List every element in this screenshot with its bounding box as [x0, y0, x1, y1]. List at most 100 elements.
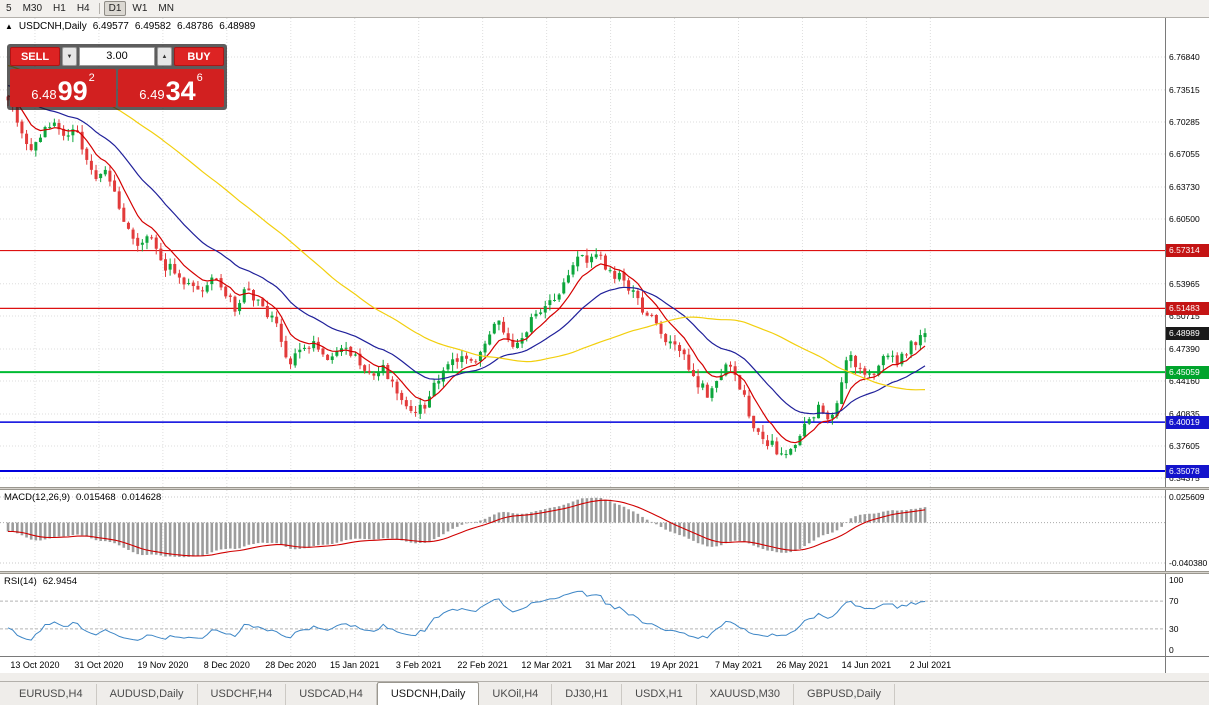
- ohlc-low: 6.48786: [177, 21, 214, 32]
- timeframe-button-m30[interactable]: M30: [18, 1, 47, 16]
- chart-tab-usdchf-h4[interactable]: USDCHF,H4: [198, 684, 287, 705]
- timeframe-button-mn[interactable]: MN: [153, 1, 179, 16]
- price-tick-label: 6.76840: [1169, 51, 1200, 62]
- chart-tab-eurusd-h4[interactable]: EURUSD,H4: [6, 684, 97, 705]
- chart-ohlc-header: ▲ USDCNH,Daily 6.49577 6.49582 6.48786 6…: [5, 21, 255, 32]
- macd-histogram: [6, 497, 927, 558]
- macd-chart: [0, 490, 1165, 571]
- date-label: 19 Apr 2021: [650, 660, 699, 670]
- timeframe-button-5[interactable]: 5: [1, 1, 17, 16]
- timeframe-button-h4[interactable]: H4: [72, 1, 95, 16]
- panel-splitter[interactable]: [0, 487, 1209, 490]
- date-label: 7 May 2021: [714, 660, 762, 670]
- chart-tab-usdcnh-daily[interactable]: USDCNH,Daily: [376, 682, 480, 705]
- sell-price-pips: 99: [57, 76, 88, 106]
- date-label: 12 Mar 2021: [521, 660, 572, 670]
- trade-prices-row: 6.48 99 2 6.49 34 6: [10, 69, 224, 107]
- time-axis[interactable]: 13 Oct 2020 31 Oct 2020 19 Nov 2020 8 Dec 2…: [0, 656, 1209, 673]
- price-tick-label: 6.34375: [1169, 473, 1200, 484]
- price-badge: 6.51483: [1166, 301, 1209, 315]
- ohlc-close: 6.48989: [219, 21, 256, 32]
- rsi-tick-label: 100: [1169, 575, 1184, 586]
- chart-tab-usdx-h1[interactable]: USDX,H1: [622, 684, 697, 705]
- chart-tab-xauusd-m30[interactable]: XAUUSD,M30: [697, 684, 795, 705]
- price-plot[interactable]: ▲ USDCNH,Daily 6.49577 6.49582 6.48786 6…: [0, 18, 1165, 487]
- chart-window: ▲ USDCNH,Daily 6.49577 6.49582 6.48786 6…: [0, 18, 1209, 673]
- rsi-tick-label: 0: [1169, 644, 1174, 655]
- price-axis[interactable]: 6.76840 6.73515 6.70285 6.67055 6.63730 6.605…: [1165, 18, 1209, 487]
- macd-panel: MACD(12,26,9) 0.015468 0.014628 0.025609…: [0, 490, 1209, 571]
- chart-tab-audusd-daily[interactable]: AUDUSD,Daily: [97, 684, 198, 705]
- timeframe-toolbar: 5 M30 H1 H4 D1 W1 MN: [0, 0, 1209, 18]
- date-label: 13 Oct 2020: [10, 660, 60, 670]
- panel-splitter[interactable]: [0, 571, 1209, 574]
- buy-button[interactable]: BUY: [174, 47, 224, 66]
- price-tick-label: 6.53965: [1169, 278, 1200, 289]
- sell-button[interactable]: SELL: [10, 47, 60, 66]
- date-label: 8 Dec 2020: [203, 660, 250, 670]
- price-panel: ▲ USDCNH,Daily 6.49577 6.49582 6.48786 6…: [0, 18, 1209, 487]
- buy-price-point: 6: [196, 72, 203, 84]
- macd-value-signal: 0.014628: [121, 492, 162, 503]
- price-tick-label: 6.70285: [1169, 116, 1200, 127]
- timeframe-button-d1[interactable]: D1: [103, 1, 127, 16]
- rsi-tick-label: 30: [1169, 623, 1179, 634]
- date-label: 22 Feb 2021: [457, 660, 508, 670]
- price-tick-label: 6.47390: [1169, 343, 1200, 354]
- volume-up-button[interactable]: ▲: [157, 47, 172, 66]
- chart-tab-gbpusd-daily[interactable]: GBPUSD,Daily: [794, 684, 896, 705]
- date-label: 2 Jul 2021: [909, 660, 952, 670]
- price-tick-label: 6.50715: [1169, 311, 1200, 321]
- price-badge: 6.48989: [1166, 326, 1209, 340]
- date-label: 15 Jan 2021: [329, 660, 380, 670]
- chart-tab-bar: EURUSD,H4 AUDUSD,Daily USDCHF,H4 USDCAD,H4 U…: [0, 681, 1209, 705]
- buy-price-display[interactable]: 6.49 34 6: [118, 69, 224, 107]
- price-tick-label: 6.37605: [1169, 440, 1200, 451]
- symbol-label: USDCNH,Daily: [18, 21, 87, 32]
- candles: [6, 95, 927, 459]
- ohlc-open: 6.49577: [92, 21, 129, 32]
- rsi-tick-label: 70: [1169, 596, 1179, 607]
- toolbar-separator: [98, 3, 100, 14]
- buy-price-main: 6.49: [139, 87, 165, 102]
- rsi-label: RSI(14) 62.9454: [4, 576, 77, 587]
- timeframe-button-h1[interactable]: H1: [48, 1, 71, 16]
- rsi-indicator-name: RSI(14): [4, 576, 37, 587]
- macd-plot[interactable]: MACD(12,26,9) 0.015468 0.014628: [0, 490, 1165, 571]
- price-tick-label: 6.60500: [1169, 213, 1200, 224]
- trade-controls-row: SELL ▼ 3.00 ▲ BUY: [10, 47, 224, 66]
- price-badge: 6.57314: [1166, 244, 1209, 258]
- volume-input[interactable]: 3.00: [79, 47, 155, 66]
- price-tick-label: 6.40835: [1169, 408, 1200, 419]
- price-tick-label: 6.67055: [1169, 148, 1200, 159]
- macd-tick-label: 0.025609: [1169, 491, 1205, 502]
- sell-price-display[interactable]: 6.48 99 2: [10, 69, 116, 107]
- price-tick-label: 6.63730: [1169, 181, 1200, 192]
- moving-average-line: [7, 84, 926, 415]
- volume-down-button[interactable]: ▼: [62, 47, 77, 66]
- macd-axis[interactable]: 0.025609 -0.040380: [1165, 490, 1209, 571]
- chart-tab-usdcad-h4[interactable]: USDCAD,H4: [286, 684, 377, 705]
- date-label: 14 Jun 2021: [841, 660, 892, 670]
- macd-indicator-name: MACD(12,26,9): [4, 492, 70, 503]
- rsi-axis[interactable]: 100 70 30 0: [1165, 574, 1209, 656]
- date-label: 31 Mar 2021: [585, 660, 636, 670]
- chart-tab-ukoil-h4[interactable]: UKOil,H4: [479, 684, 553, 705]
- date-label: 26 May 2021: [776, 660, 829, 670]
- date-label: 31 Oct 2020: [74, 660, 124, 670]
- moving-average-line: [7, 95, 926, 444]
- price-badge: 6.40019: [1166, 415, 1209, 429]
- date-label: 28 Dec 2020: [265, 660, 317, 670]
- price-tick-label: 6.44160: [1169, 376, 1200, 386]
- price-tick-label: 6.73515: [1169, 84, 1200, 95]
- macd-tick-label: -0.040380: [1169, 557, 1208, 568]
- axis-corner: [1165, 657, 1209, 673]
- rsi-panel: RSI(14) 62.9454 100 70 30 0: [0, 574, 1209, 656]
- candlestick-chart: [0, 18, 1165, 487]
- timeframe-button-w1[interactable]: W1: [127, 1, 152, 16]
- chart-tab-dj30-h1[interactable]: DJ30,H1: [552, 684, 623, 705]
- rsi-chart: [0, 574, 1165, 656]
- rsi-plot[interactable]: RSI(14) 62.9454: [0, 574, 1165, 656]
- collapse-icon[interactable]: ▲: [5, 22, 13, 31]
